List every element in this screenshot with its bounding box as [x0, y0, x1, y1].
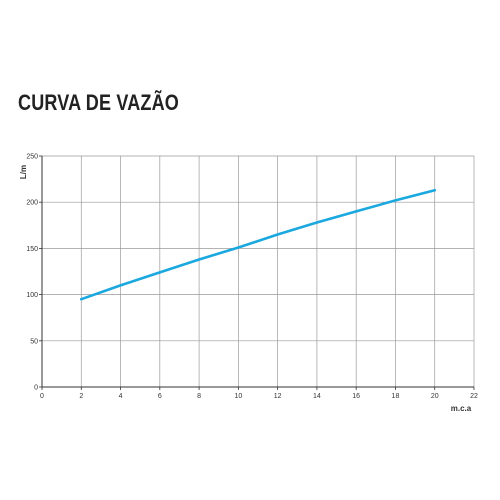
y-tick-label: 50 — [30, 338, 38, 345]
series-line — [80, 188, 437, 301]
data-point — [197, 258, 201, 261]
x-tick-label: 4 — [119, 393, 123, 400]
x-tick-label: 22 — [470, 393, 478, 400]
y-tick-label: 150 — [26, 246, 38, 253]
y-tick-label: 200 — [26, 200, 38, 207]
x-tick-label: 0 — [40, 393, 44, 400]
data-point — [315, 221, 319, 224]
x-tick-label: 8 — [197, 393, 201, 400]
series — [80, 188, 437, 301]
data-point — [433, 188, 436, 192]
data-point — [80, 298, 83, 301]
x-tick-label: 10 — [234, 393, 242, 400]
x-tick-label: 20 — [431, 393, 439, 400]
x-axis-label: m.c.a — [451, 404, 472, 413]
x-tick-label: 14 — [313, 393, 321, 400]
grid — [42, 155, 475, 387]
y-tick-label: 250 — [26, 154, 38, 161]
x-tick-label: 12 — [274, 393, 282, 400]
y-axis-label: L/m — [19, 165, 28, 179]
x-tick-label: 6 — [158, 393, 162, 400]
data-point — [394, 199, 397, 202]
data-point — [119, 284, 122, 287]
chart-title: CURVA DE VAZÃO — [18, 90, 180, 115]
axes — [39, 155, 475, 390]
data-point — [354, 210, 358, 213]
data-point — [276, 233, 279, 236]
data-point — [237, 246, 240, 249]
x-tick-label: 16 — [352, 393, 360, 400]
y-tick-label: 100 — [26, 292, 38, 299]
x-tick-label: 2 — [79, 393, 83, 400]
x-tick-label: 18 — [392, 393, 400, 400]
y-tick-label: 0 — [34, 385, 38, 392]
tick-labels: 0 2 4 6 8 10 12 14 16 18 20 22 0 50 100 150 200 250 — [26, 154, 478, 401]
data-point — [158, 271, 162, 274]
